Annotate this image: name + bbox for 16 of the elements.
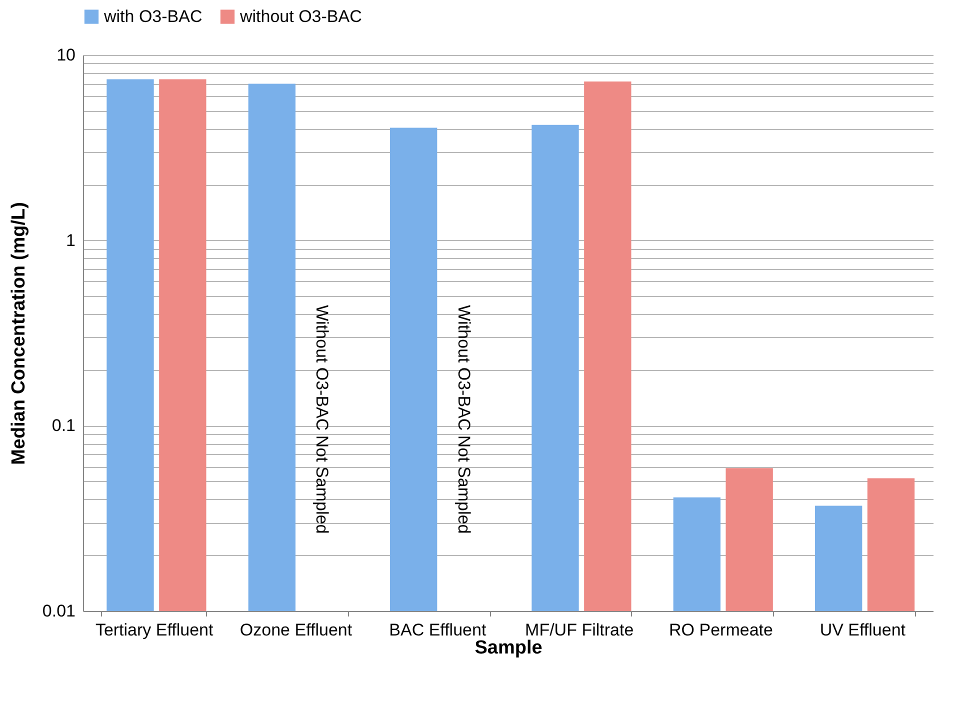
x-tick-label: Tertiary Effluent [95, 620, 214, 640]
y-axis-title: Median Concentration (mg/L) [8, 202, 30, 465]
y-tick-label: 1 [66, 230, 76, 250]
x-tick-label: UV Effluent [820, 620, 906, 640]
x-tick-label: Ozone Effluent [240, 620, 352, 640]
annotation: Without O3-BAC Not Sampled [454, 305, 474, 534]
y-tick-label: 0.01 [42, 602, 76, 620]
x-tick-label: MF/UF Filtrate [525, 620, 634, 640]
annotation: Without O3-BAC Not Sampled [312, 305, 332, 534]
x-tick-label: BAC Effluent [389, 620, 486, 640]
x-axis-title: Sample [474, 638, 542, 658]
legend-label: with O3-BAC [103, 6, 202, 26]
y-tick-label: 10 [56, 46, 76, 64]
legend-label: without O3-BAC [239, 6, 362, 26]
y-tick-label: 0.1 [52, 416, 76, 436]
x-tick-label: RO Permeate [669, 620, 773, 640]
